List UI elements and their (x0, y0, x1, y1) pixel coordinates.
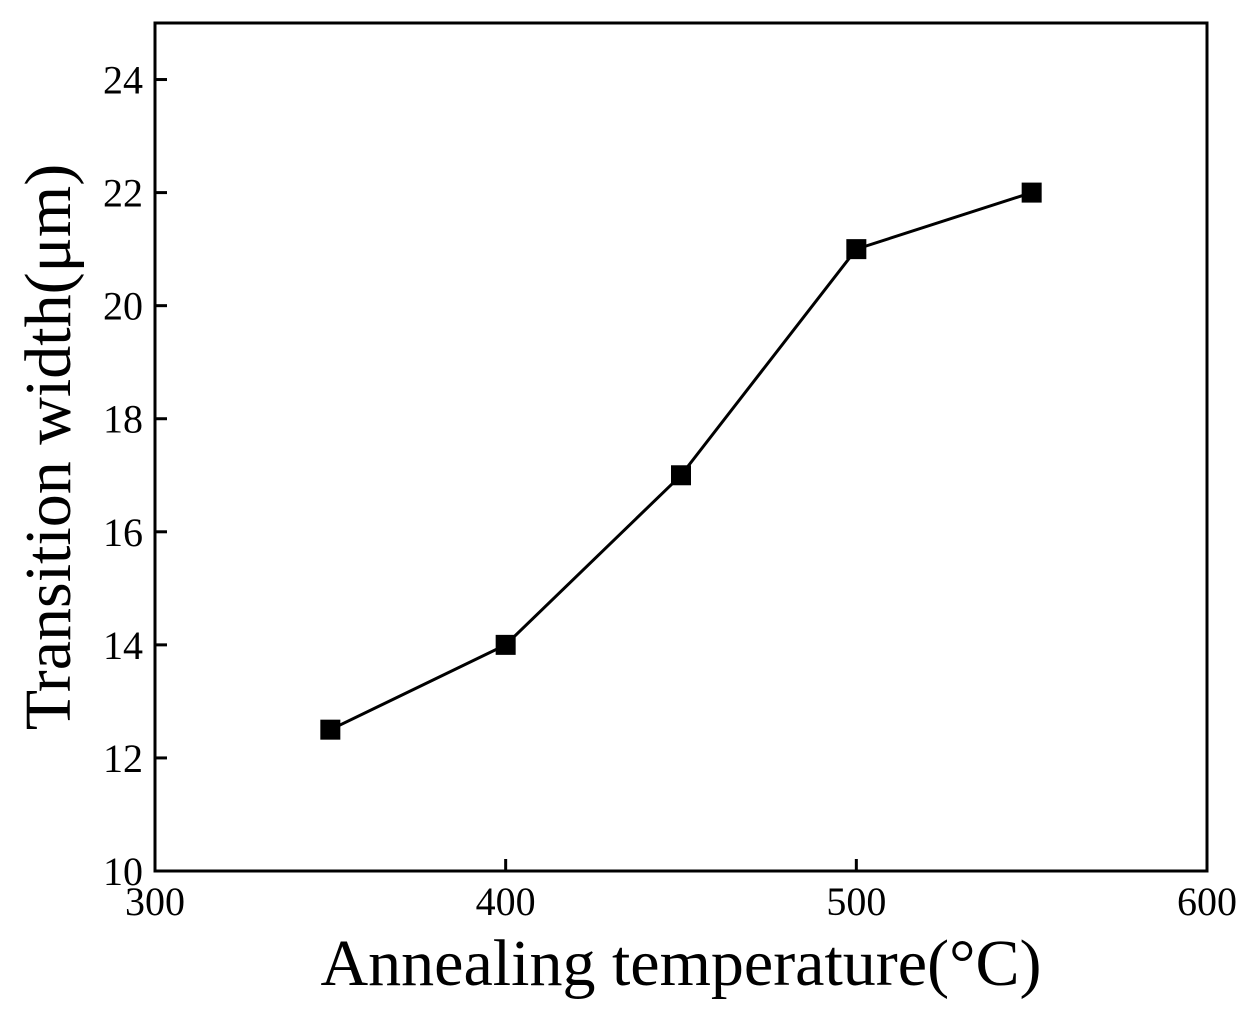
x-tick-label: 300 (125, 879, 185, 924)
y-axis-title: Transition width(μm) (12, 164, 85, 730)
x-axis-ticks: 300 400 500 600 (125, 859, 1237, 924)
y-tick-label: 20 (103, 284, 143, 329)
data-point (1021, 182, 1042, 203)
y-tick-label: 10 (103, 849, 143, 894)
series-line (329, 191, 1033, 732)
series-layer (320, 182, 1042, 740)
y-axis-ticks: 10 12 14 16 18 20 22 24 (103, 58, 167, 894)
data-point (320, 719, 341, 740)
y-tick-label: 22 (103, 171, 143, 216)
x-tick-label: 500 (826, 879, 886, 924)
y-tick-label: 18 (103, 397, 143, 442)
x-axis-title: Annealing temperature(°C) (321, 927, 1042, 1000)
x-tick-label: 600 (1177, 879, 1237, 924)
y-tick-label: 16 (103, 510, 143, 555)
y-tick-label: 14 (103, 623, 143, 668)
data-point (495, 634, 516, 655)
y-tick-label: 12 (103, 736, 143, 781)
y-tick-label: 24 (103, 58, 143, 103)
data-point (671, 465, 691, 486)
data-point (846, 239, 867, 260)
x-tick-label: 400 (476, 879, 536, 924)
plot-frame (153, 21, 1209, 873)
